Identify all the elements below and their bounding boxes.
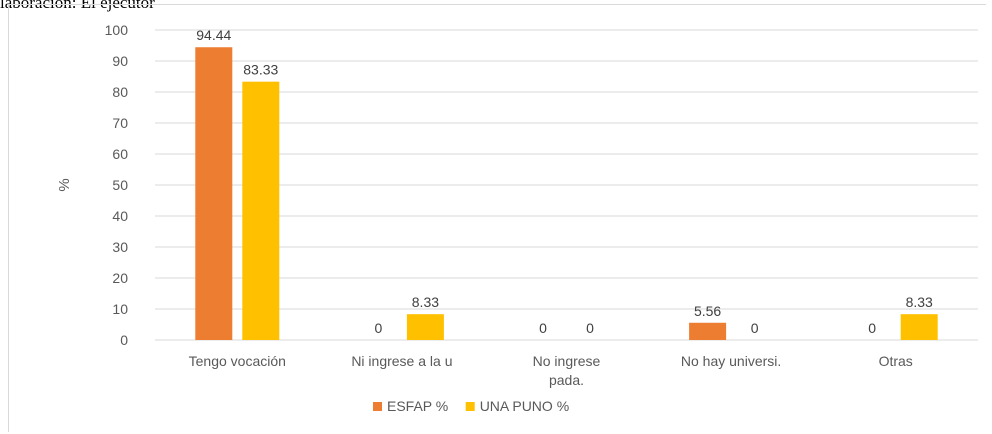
data-label: 0 (751, 320, 759, 336)
bar (195, 47, 233, 341)
y-tick-label: 80 (112, 84, 128, 100)
legend-label: ESFAP % (387, 398, 448, 414)
legend: ESFAP % UNA PUNO % (373, 398, 569, 414)
x-tick-line: No hay universi. (681, 353, 781, 369)
bar (406, 314, 444, 340)
legend-swatch (373, 402, 382, 411)
data-labels: 94.44 83.33 0 8.33 0 0 5.56 0 0 8.33 (196, 27, 933, 336)
x-tick-line: Ni ingrese a la u (351, 353, 452, 369)
legend-swatch (465, 402, 475, 411)
y-tick-label: 20 (112, 270, 128, 286)
data-label: 83.33 (243, 62, 278, 78)
data-label: 8.33 (906, 294, 933, 310)
bar (689, 322, 727, 340)
x-tick-line: No ingrese (533, 353, 601, 369)
data-label: 0 (868, 320, 876, 336)
x-tick-label: Otras (879, 353, 913, 369)
data-label: 94.44 (196, 27, 231, 43)
data-label: 5.56 (694, 303, 721, 319)
chart-frame (8, 4, 986, 432)
y-tick-label: 30 (112, 239, 128, 255)
x-tick-label: No ingrese pada. (533, 353, 601, 388)
bar (242, 81, 280, 340)
y-tick-label: 10 (112, 301, 128, 317)
x-tick-line: Tengo vocación (189, 353, 286, 369)
data-label: 8.33 (412, 294, 439, 310)
x-tick-label: No hay universi. (681, 353, 781, 369)
y-tick-label: 0 (120, 332, 128, 348)
y-tick-label: 50 (112, 177, 128, 193)
x-tick-line: pada. (549, 372, 584, 388)
bars (195, 47, 938, 341)
x-tick-label: Ni ingrese a la u (351, 353, 452, 369)
legend-label: UNA PUNO % (480, 398, 569, 414)
y-axis-label: % (56, 178, 73, 191)
figure-caption: laboración: El ejecutor (0, 0, 155, 12)
data-label: 0 (375, 320, 383, 336)
y-tick-label: 100 (105, 22, 129, 38)
y-tick-label: 90 (112, 53, 128, 69)
y-tick-label: 60 (112, 146, 128, 162)
y-tick-label: 70 (112, 115, 128, 131)
y-tick-label: 40 (112, 208, 128, 224)
bar (900, 314, 938, 340)
x-tick-line: Otras (879, 353, 913, 369)
x-tick-label: Tengo vocación (189, 353, 286, 369)
data-label: 0 (586, 320, 594, 336)
x-axis-categories: Tengo vocación Ni ingrese a la u No ingres… (189, 353, 913, 388)
y-axis-ticks: 0 10 20 30 40 50 60 70 80 90 100 (105, 22, 129, 348)
data-label: 0 (539, 320, 547, 336)
gridlines (155, 29, 978, 341)
